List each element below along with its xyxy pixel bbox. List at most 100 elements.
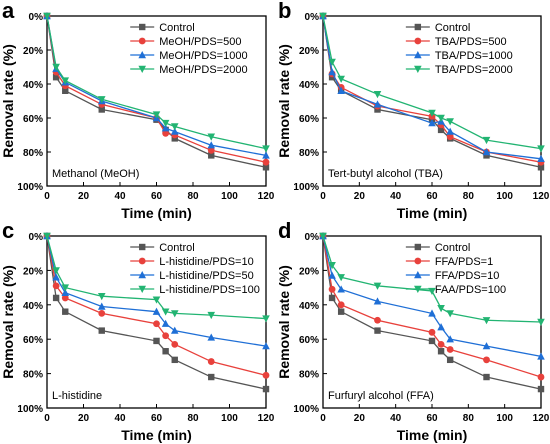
data-point: [262, 371, 270, 379]
legend-marker: [138, 37, 146, 45]
legend-marker: [414, 285, 422, 293]
legend-label: MeOH/PDS=2000: [159, 64, 247, 76]
series-FFA/PDS=1: [319, 232, 545, 381]
series-TBA/PDS=1000: [319, 12, 545, 162]
data-point: [482, 148, 491, 156]
y-tick-label: 0%: [305, 232, 320, 243]
data-point: [337, 301, 345, 309]
series-line: [322, 15, 542, 163]
legend-label: MeOH/PDS=1000: [159, 50, 247, 62]
series-FFA/PDS=10: [319, 232, 545, 360]
legend: Control MeOH/PDS=500 MeOH/PDS=1000 MeOH/PDS…: [130, 22, 248, 76]
legend-marker: [138, 51, 147, 59]
panel-annotation: Tert-butyl alcohol (TBA): [328, 168, 443, 180]
data-point: [537, 164, 545, 171]
data-point: [262, 164, 270, 171]
y-tick-label: 100%: [293, 404, 319, 415]
data-point: [52, 63, 60, 71]
data-point: [161, 308, 170, 316]
data-point: [437, 305, 445, 313]
data-point: [482, 317, 491, 325]
legend-label: L-histidine/PDS=100: [159, 284, 260, 296]
x-tick-label: 60: [151, 413, 163, 424]
x-tick-label: 20: [78, 191, 90, 202]
legend-marker: [414, 51, 422, 59]
data-point: [483, 356, 490, 364]
x-tick-label: 120: [258, 413, 275, 424]
x-tick-label: 40: [114, 413, 126, 424]
data-point: [262, 145, 270, 153]
data-point: [537, 154, 545, 162]
legend: Control L-histidine/PDS=10 L-histidine/PDS…: [130, 242, 260, 296]
data-point: [262, 315, 270, 323]
data-point: [208, 373, 215, 381]
data-point: [52, 294, 60, 302]
data-point: [170, 310, 179, 318]
y-tick-label: 0%: [305, 12, 320, 23]
x-tick-label: 60: [426, 191, 438, 202]
x-tick-label: 20: [354, 191, 366, 202]
data-point: [62, 87, 69, 94]
panel-annotation: L-histidine: [52, 390, 102, 402]
legend-label: Control: [159, 242, 194, 254]
series-TBA/PDS=500: [319, 12, 545, 166]
data-point: [437, 126, 445, 134]
data-point: [373, 100, 382, 108]
x-tick-label: 120: [533, 413, 550, 424]
data-point: [373, 282, 382, 290]
series-Control: [319, 12, 545, 171]
data-point: [482, 342, 491, 350]
data-point: [52, 282, 60, 290]
panel-letter: d: [278, 218, 291, 243]
legend-label: MeOH/PDS=500: [159, 36, 241, 48]
data-point: [437, 114, 445, 122]
data-point: [373, 91, 382, 99]
data-point: [97, 293, 106, 301]
y-tick-label: 40%: [299, 80, 319, 91]
x-tick-label: 100: [221, 413, 238, 424]
data-point: [537, 373, 545, 381]
data-point: [328, 58, 336, 66]
panel-b: b 0 20 40 60 80 100 120 0% 20% 40% 60% 80% 100% Time (…: [276, 0, 550, 221]
legend-marker: [138, 271, 147, 279]
series-line: [322, 235, 542, 323]
y-tick-label: 40%: [299, 301, 319, 312]
data-point: [98, 106, 105, 113]
x-tick-label: 80: [463, 191, 475, 202]
y-tick-label: 80%: [23, 370, 43, 381]
x-tick-label: 120: [258, 191, 275, 202]
data-point: [170, 127, 179, 135]
y-tick-label: 80%: [299, 370, 319, 381]
data-point: [207, 358, 215, 365]
data-point: [374, 316, 381, 324]
series-MeOH/PDS=1000: [43, 12, 270, 159]
y-tick-label: 40%: [23, 301, 43, 312]
legend-marker: [138, 257, 146, 265]
x-axis-label: Time (min): [121, 205, 192, 221]
data-point: [52, 273, 60, 281]
series-Control: [319, 232, 545, 393]
panel-annotation: Furfuryl alcohol (FFA): [328, 390, 434, 402]
y-axis-label: Removal rate (%): [0, 265, 16, 379]
data-point: [98, 327, 105, 334]
legend-label: FAA/PDS=100: [435, 284, 506, 296]
panel-letter: c: [2, 218, 14, 243]
data-point: [97, 96, 106, 104]
data-point: [337, 75, 345, 83]
legend-marker: [414, 243, 422, 251]
legend-marker: [414, 257, 422, 265]
legend-marker: [414, 271, 422, 279]
legend-marker: [139, 243, 146, 251]
series-L-histidine/PDS=100: [43, 232, 270, 323]
y-tick-label: 40%: [23, 80, 43, 91]
y-tick-label: 80%: [23, 148, 43, 159]
series-line: [322, 15, 542, 160]
data-point: [428, 337, 436, 345]
data-point: [207, 146, 215, 154]
data-point: [437, 348, 445, 355]
x-tick-label: 100: [496, 413, 513, 424]
data-point: [61, 77, 70, 85]
data-point: [337, 86, 345, 94]
legend-label: L-histidine/PDS=10: [159, 256, 253, 268]
